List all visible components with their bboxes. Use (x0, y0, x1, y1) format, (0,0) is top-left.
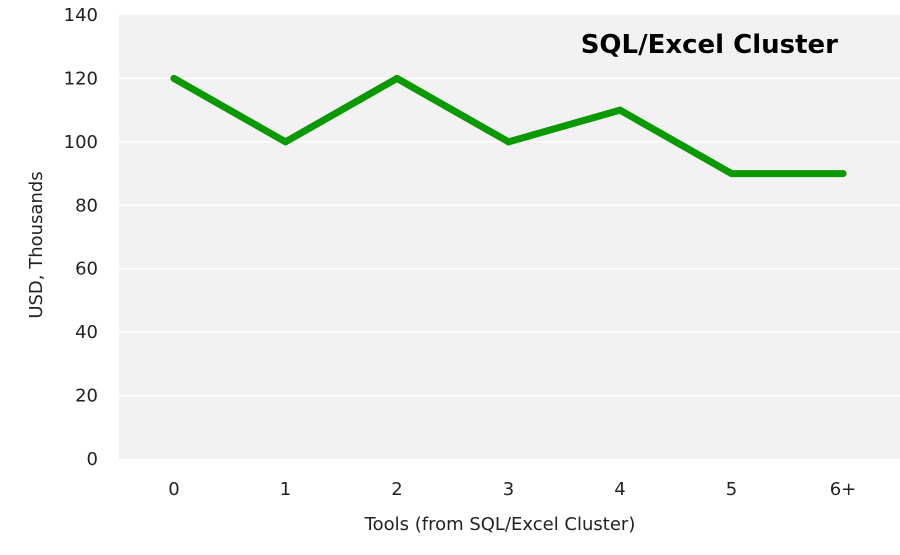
y-tick-label: 40 (75, 322, 98, 343)
x-tick-label: 1 (280, 479, 291, 500)
x-axis-ticks: 0 1 2 3 4 5 6+ (168, 479, 856, 500)
y-tick-label: 60 (75, 259, 98, 280)
data-point (170, 74, 178, 82)
data-point (728, 170, 735, 178)
x-tick-label: 4 (614, 479, 625, 500)
y-axis-ticks: 0 20 40 60 80 100 120 140 (64, 5, 98, 470)
data-point (839, 170, 847, 178)
x-tick-label: 5 (726, 479, 737, 500)
y-tick-label: 120 (64, 68, 98, 89)
x-tick-label: 6+ (830, 479, 857, 500)
y-tick-label: 0 (87, 449, 98, 470)
y-tick-label: 80 (75, 195, 98, 216)
series-layer (170, 74, 847, 178)
y-axis-label: USD, Thousands (26, 171, 47, 318)
x-tick-label: 2 (391, 479, 402, 500)
y-tick-label: 140 (64, 5, 98, 26)
x-tick-label: 3 (503, 479, 514, 500)
x-tick-label: 0 (168, 479, 179, 500)
y-tick-label: 20 (75, 386, 98, 407)
data-point (505, 138, 512, 146)
data-point (616, 106, 624, 114)
x-axis-label: Tools (from SQL/Excel Cluster) (364, 514, 636, 535)
chart-title: SQL/Excel Cluster (581, 30, 838, 60)
y-tick-label: 100 (64, 132, 98, 153)
data-point (393, 74, 401, 82)
plot-area (119, 15, 900, 459)
data-point (282, 138, 289, 146)
